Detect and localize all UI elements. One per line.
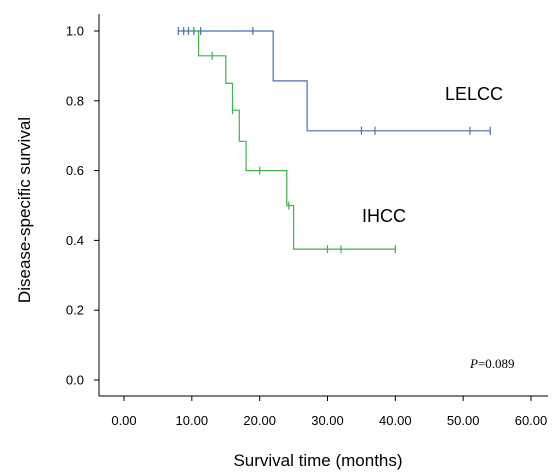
x-axis-title: Survival time (months) (233, 451, 402, 470)
y-tick-label: 0.0 (66, 373, 84, 388)
axis-ticks: 0.00 10.00 20.00 30.00 40.00 50.00 60.00 0.0 0.2… (66, 24, 547, 429)
y-axis-title: Disease-specific survival (15, 117, 34, 303)
y-tick-label: 0.2 (66, 303, 84, 318)
plot-frame (98, 14, 548, 397)
series-line-lelcc (178, 30, 491, 132)
series-layer (178, 30, 491, 250)
series-label-lelcc: LELCC (445, 84, 503, 104)
p-value-symbol: P (469, 356, 478, 371)
p-value-annotation: P=0.089 (469, 356, 515, 371)
y-tick-label: 0.8 (66, 93, 84, 108)
y-tick-label: 0.6 (66, 163, 84, 178)
x-tick-label: 50.00 (447, 413, 480, 428)
x-tick-label: 60.00 (515, 413, 548, 428)
censor-marks-layer (177, 27, 491, 254)
y-tick-label: 1.0 (66, 24, 84, 39)
p-value-number: =0.089 (478, 356, 515, 371)
x-tick-label: 30.00 (311, 413, 344, 428)
x-tick-label: 0.00 (111, 413, 136, 428)
series-label-ihcc: IHCC (362, 206, 406, 226)
x-tick-label: 40.00 (379, 413, 412, 428)
x-tick-label: 10.00 (176, 413, 209, 428)
y-tick-label: 0.4 (66, 233, 84, 248)
x-tick-label: 20.00 (243, 413, 276, 428)
